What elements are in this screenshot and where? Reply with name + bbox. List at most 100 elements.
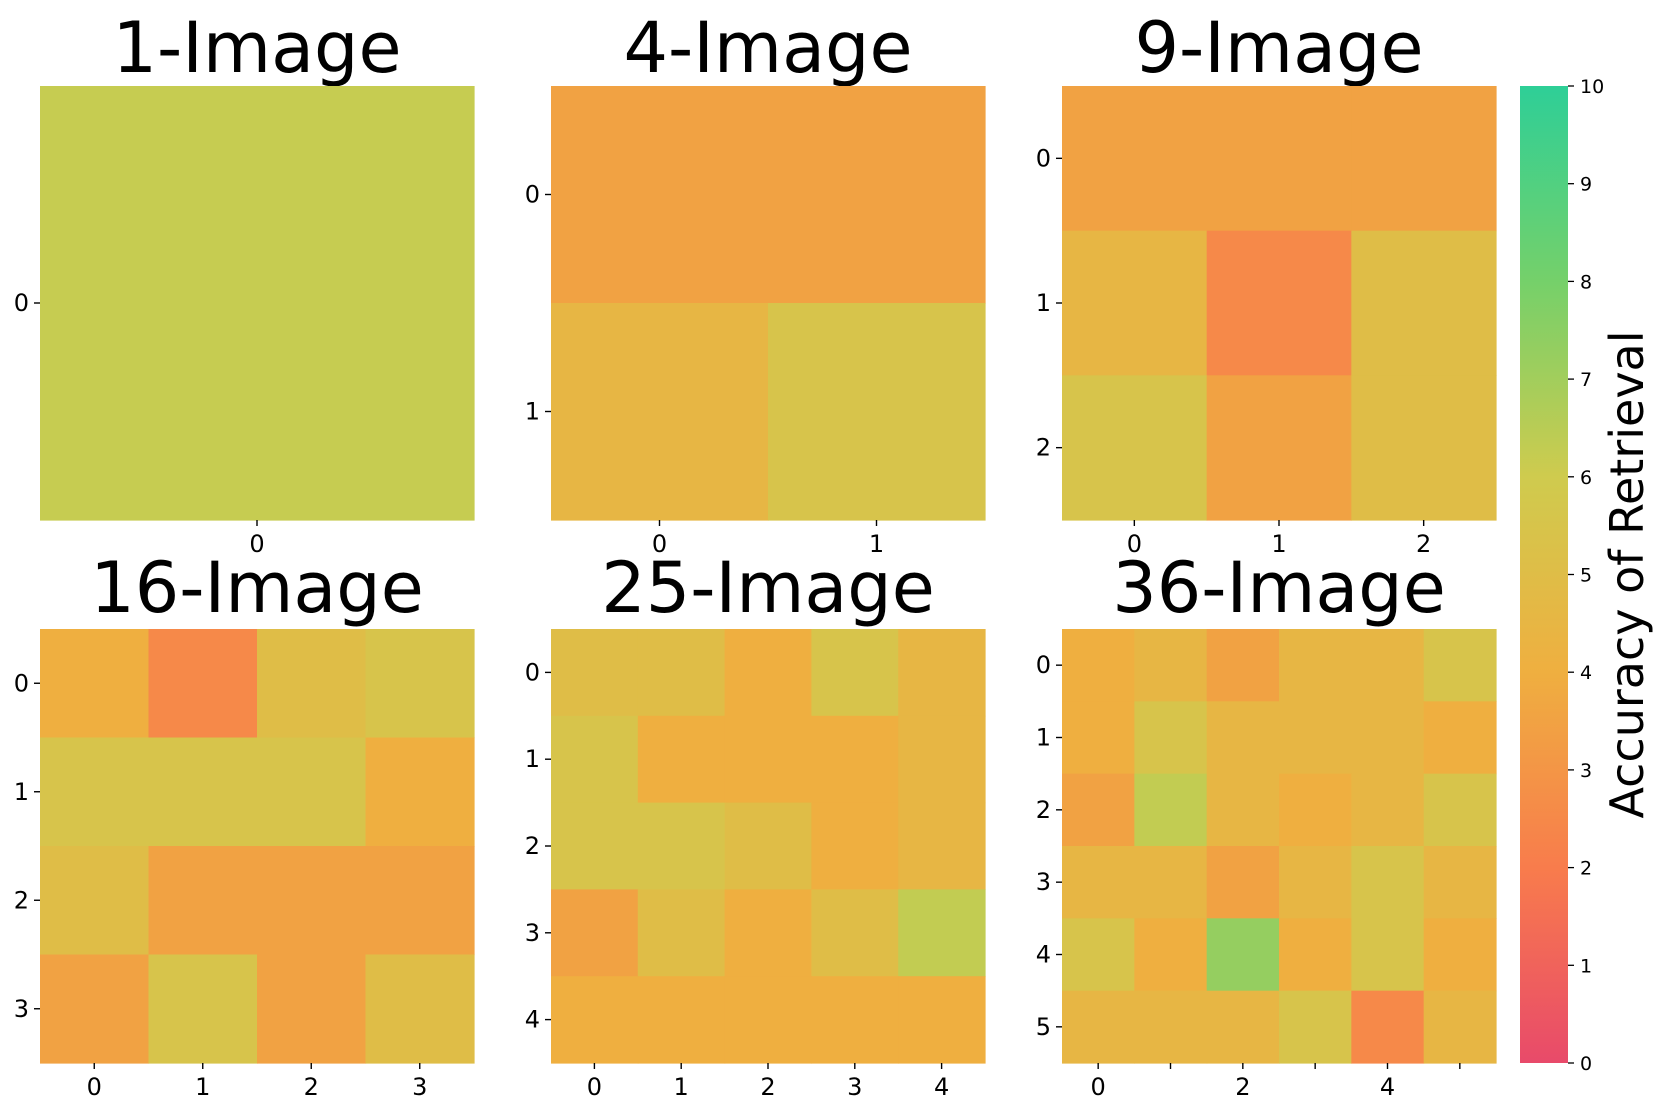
y-tick-label: 2: [1036, 434, 1051, 462]
heatmap-cell: [724, 715, 812, 804]
heatmap-cell: [1351, 701, 1425, 775]
heatmap-cell: [768, 303, 986, 521]
panel-title: 1-Image: [112, 7, 401, 89]
heatmap-cell: [1279, 629, 1352, 702]
heatmap-cell: [1062, 990, 1135, 1064]
colorbar-label: Accuracy of Retrieval: [1600, 330, 1654, 818]
heatmap-cell: [148, 954, 258, 1064]
y-tick-label: 1: [1036, 289, 1051, 317]
heatmap-panel-1: 4-Image 0 1 0 1: [525, 7, 986, 558]
heatmap-cell: [898, 715, 986, 804]
heatmap-cell: [551, 889, 639, 977]
y-tick-label: 0: [14, 289, 29, 317]
heatmap-panel-2: 9-Image 0 1 2 0 1 2: [1036, 7, 1497, 558]
x-tick-label: 1: [195, 1073, 210, 1101]
x-tick-label: 4: [934, 1073, 949, 1101]
heatmap-cell: [1206, 918, 1280, 992]
heatmap-cell: [898, 629, 986, 717]
heatmap-cell: [551, 629, 639, 717]
x-tick-label: 2: [1416, 530, 1431, 558]
x-tick-label: 2: [760, 1073, 775, 1101]
panel-title: 36-Image: [1112, 547, 1446, 629]
heatmap-cell: [1351, 773, 1425, 847]
heatmap-cell: [724, 976, 812, 1064]
heatmap-cell: [1206, 230, 1352, 376]
heatmap-cell: [40, 737, 150, 847]
heatmap-cell: [551, 303, 769, 521]
x-tick-label: 1: [869, 530, 884, 558]
x-tick-label: 4: [1380, 1073, 1395, 1101]
y-tick-label: 0: [14, 669, 29, 697]
heatmap-cell: [1351, 918, 1425, 992]
x-tick-label: 0: [1127, 530, 1142, 558]
heatmap-cell: [1206, 701, 1280, 775]
heatmap-cell: [1423, 990, 1497, 1064]
y-tick-label: 1: [525, 398, 540, 426]
y-tick-label: 3: [525, 919, 540, 947]
heatmap-cell: [1206, 629, 1280, 702]
heatmap-cell: [257, 737, 367, 847]
colorbar-tick-label: 9: [1580, 174, 1592, 196]
y-tick-label: 0: [1036, 144, 1051, 172]
heatmap-panel-5: 36-Image 0 2 4 0 1 2 3 4 5: [1036, 547, 1497, 1101]
heatmap-cell: [637, 889, 726, 977]
heatmap-cell: [724, 629, 812, 717]
heatmap-cell: [811, 802, 899, 890]
heatmap-cell: [40, 629, 150, 739]
colorbar: 0 1 2 3 4 5 6 7 8 9 10 Accuracy of Retrieval: [1520, 76, 1654, 1075]
y-tick-label: 1: [14, 778, 29, 806]
heatmap-cell: [148, 629, 258, 739]
heatmap-cell: [1062, 846, 1135, 919]
heatmap-cell: [40, 846, 150, 956]
heatmap-cell: [811, 715, 899, 804]
heatmap-cell: [768, 86, 986, 304]
heatmap-cell: [1351, 230, 1497, 376]
x-tick-label: 3: [412, 1073, 427, 1101]
heatmap-cell: [1423, 773, 1497, 847]
heatmap-cell: [1351, 846, 1425, 919]
heatmap-cell: [1279, 846, 1352, 919]
x-tick-label: 0: [587, 1073, 602, 1101]
colorbar-tick-label: 6: [1580, 467, 1592, 489]
heatmap-cell: [1279, 701, 1352, 775]
heatmap-cell: [365, 846, 475, 956]
heatmap-cell: [257, 846, 367, 956]
colorbar-tick-label: 7: [1580, 369, 1592, 391]
heatmap-cell: [1062, 918, 1135, 992]
heatmap-cell: [551, 86, 769, 304]
heatmap-cell: [1423, 846, 1497, 919]
heatmap-cell: [551, 715, 639, 804]
heatmap-cell: [637, 629, 726, 717]
heatmap-cell: [724, 889, 812, 977]
colorbar-tick-label: 3: [1580, 760, 1592, 782]
heatmap-cell: [148, 737, 258, 847]
heatmap-cell: [1351, 375, 1497, 521]
heatmap-cell: [365, 737, 475, 847]
colorbar-tick-label: 8: [1580, 271, 1592, 293]
panel-title: 4-Image: [623, 7, 912, 89]
heatmap-cell: [1134, 629, 1208, 702]
heatmap-cell: [1134, 990, 1208, 1064]
x-tick-label: 0: [87, 1073, 102, 1101]
heatmap-cell: [1134, 846, 1208, 919]
y-tick-label: 2: [14, 886, 29, 914]
colorbar-tick-label: 5: [1580, 565, 1592, 587]
x-tick-label: 1: [674, 1073, 689, 1101]
y-tick-label: 2: [525, 832, 540, 860]
heatmap-cell: [40, 954, 150, 1064]
y-tick-label: 4: [525, 1006, 540, 1034]
panel-title: 25-Image: [601, 547, 935, 629]
heatmap-cell: [1134, 773, 1208, 847]
heatmap-cell: [724, 802, 812, 890]
colorbar-tick-label: 1: [1580, 955, 1592, 977]
y-tick-label: 3: [1036, 868, 1051, 896]
heatmap-cell: [1206, 86, 1352, 232]
heatmap-cell: [1062, 230, 1208, 376]
y-tick-label: 2: [1036, 796, 1051, 824]
heatmap-panel-3: 16-Image 0 1 2 3 0 1 2 3: [14, 547, 475, 1101]
heatmap-cell: [1134, 701, 1208, 775]
heatmap-cell: [257, 954, 367, 1064]
y-tick-label: 1: [525, 745, 540, 773]
heatmap-cell: [1206, 773, 1280, 847]
heatmap-cell: [1062, 773, 1135, 847]
